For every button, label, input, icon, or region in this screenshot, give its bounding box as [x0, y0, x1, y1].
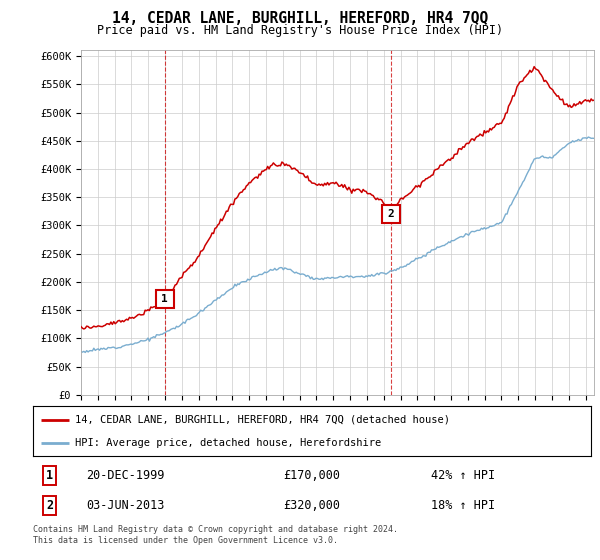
Text: 14, CEDAR LANE, BURGHILL, HEREFORD, HR4 7QQ: 14, CEDAR LANE, BURGHILL, HEREFORD, HR4 …: [112, 11, 488, 26]
Text: 1: 1: [46, 469, 53, 482]
Text: 1: 1: [161, 294, 168, 304]
Text: £320,000: £320,000: [284, 498, 341, 512]
Text: 20-DEC-1999: 20-DEC-1999: [86, 469, 164, 482]
Text: 03-JUN-2013: 03-JUN-2013: [86, 498, 164, 512]
Text: HPI: Average price, detached house, Herefordshire: HPI: Average price, detached house, Here…: [75, 438, 381, 448]
Text: Contains HM Land Registry data © Crown copyright and database right 2024.
This d: Contains HM Land Registry data © Crown c…: [33, 525, 398, 545]
Text: 14, CEDAR LANE, BURGHILL, HEREFORD, HR4 7QQ (detached house): 14, CEDAR LANE, BURGHILL, HEREFORD, HR4 …: [75, 414, 450, 424]
Text: £170,000: £170,000: [284, 469, 341, 482]
Text: 42% ↑ HPI: 42% ↑ HPI: [431, 469, 495, 482]
Text: 2: 2: [388, 209, 394, 219]
Text: 18% ↑ HPI: 18% ↑ HPI: [431, 498, 495, 512]
Text: Price paid vs. HM Land Registry's House Price Index (HPI): Price paid vs. HM Land Registry's House …: [97, 24, 503, 36]
Text: 2: 2: [46, 498, 53, 512]
